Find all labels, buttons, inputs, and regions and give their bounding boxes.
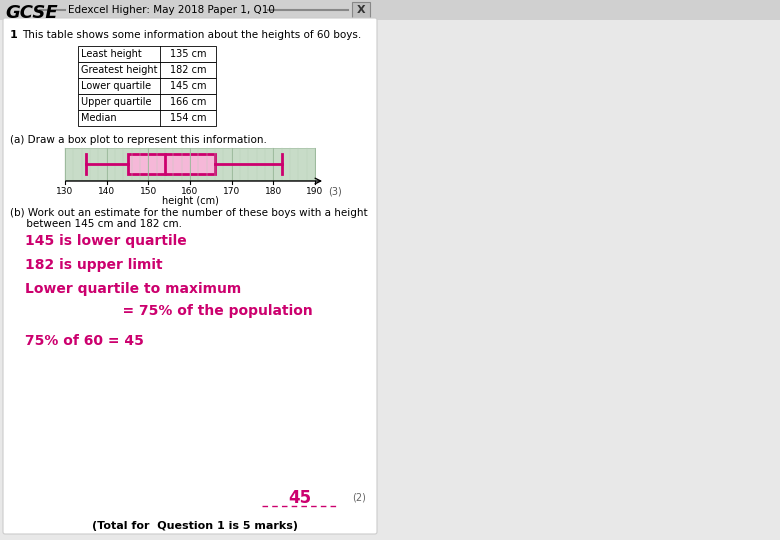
Text: 150: 150 bbox=[140, 186, 157, 195]
Text: (2): (2) bbox=[352, 493, 366, 503]
Text: (3): (3) bbox=[328, 186, 342, 196]
Text: Lower quartile: Lower quartile bbox=[81, 81, 151, 91]
Text: X: X bbox=[356, 5, 365, 15]
Bar bbox=[65, 148, 315, 180]
Text: (a) Draw a box plot to represent this information.: (a) Draw a box plot to represent this in… bbox=[10, 135, 267, 145]
Text: 145 is lower quartile: 145 is lower quartile bbox=[25, 234, 186, 248]
Bar bbox=[78, 46, 216, 62]
Text: Greatest height: Greatest height bbox=[81, 65, 158, 75]
Text: 130: 130 bbox=[56, 186, 73, 195]
Text: 45: 45 bbox=[289, 489, 311, 507]
Text: 170: 170 bbox=[223, 186, 240, 195]
Text: = 75% of the population: = 75% of the population bbox=[25, 304, 313, 318]
Text: Edexcel Higher: May 2018 Paper 1, Q10: Edexcel Higher: May 2018 Paper 1, Q10 bbox=[68, 5, 275, 15]
Text: 135 cm: 135 cm bbox=[170, 49, 206, 59]
FancyBboxPatch shape bbox=[3, 18, 377, 534]
Text: (b) Work out an estimate for the number of these boys with a height: (b) Work out an estimate for the number … bbox=[10, 208, 367, 218]
Bar bbox=[78, 110, 216, 126]
Text: 154 cm: 154 cm bbox=[170, 113, 206, 123]
Text: Upper quartile: Upper quartile bbox=[81, 97, 151, 107]
Text: 190: 190 bbox=[307, 186, 324, 195]
Bar bbox=[0, 0, 780, 20]
Text: 182 cm: 182 cm bbox=[170, 65, 206, 75]
Text: 75% of 60 = 45: 75% of 60 = 45 bbox=[25, 334, 144, 348]
Text: This table shows some information about the heights of 60 boys.: This table shows some information about … bbox=[22, 30, 361, 40]
Text: GCSE: GCSE bbox=[5, 4, 58, 22]
Bar bbox=[127, 154, 215, 173]
Text: Lower quartile to maximum: Lower quartile to maximum bbox=[25, 282, 241, 296]
Text: Median: Median bbox=[81, 113, 117, 123]
Text: 166 cm: 166 cm bbox=[170, 97, 206, 107]
Text: 160: 160 bbox=[182, 186, 199, 195]
Bar bbox=[78, 94, 216, 110]
Text: 140: 140 bbox=[98, 186, 115, 195]
Bar bbox=[78, 62, 216, 78]
Text: 145 cm: 145 cm bbox=[170, 81, 206, 91]
Text: Least height: Least height bbox=[81, 49, 142, 59]
Text: height (cm): height (cm) bbox=[161, 196, 218, 206]
Text: 1: 1 bbox=[10, 30, 18, 40]
Text: (Total for  Question 1 is 5 marks): (Total for Question 1 is 5 marks) bbox=[92, 521, 298, 531]
Bar bbox=[352, 2, 370, 18]
Bar bbox=[78, 78, 216, 94]
Text: 182 is upper limit: 182 is upper limit bbox=[25, 258, 162, 272]
Text: between 145 cm and 182 cm.: between 145 cm and 182 cm. bbox=[10, 219, 182, 229]
Text: 180: 180 bbox=[264, 186, 282, 195]
